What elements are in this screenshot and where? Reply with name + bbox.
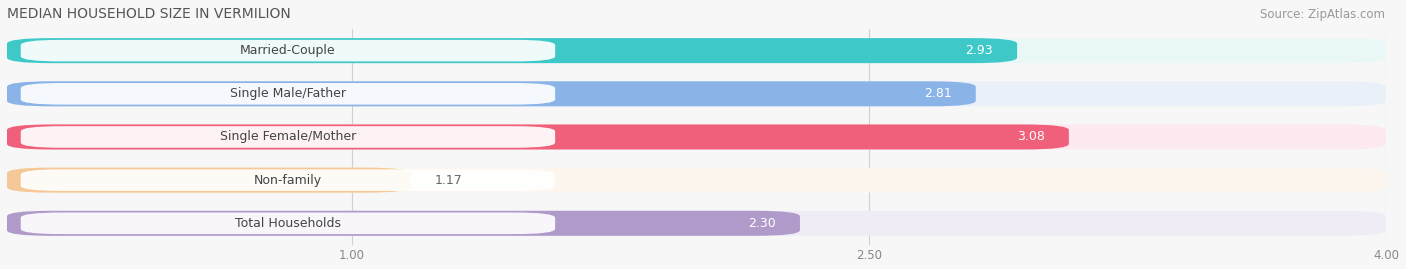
- Text: Total Households: Total Households: [235, 217, 340, 230]
- FancyBboxPatch shape: [21, 213, 555, 234]
- Text: Source: ZipAtlas.com: Source: ZipAtlas.com: [1260, 8, 1385, 21]
- Text: Non-family: Non-family: [254, 174, 322, 187]
- Text: Single Male/Father: Single Male/Father: [231, 87, 346, 100]
- FancyBboxPatch shape: [7, 125, 1069, 150]
- Text: MEDIAN HOUSEHOLD SIZE IN VERMILION: MEDIAN HOUSEHOLD SIZE IN VERMILION: [7, 7, 291, 21]
- Text: 2.30: 2.30: [748, 217, 776, 230]
- FancyBboxPatch shape: [7, 38, 1017, 63]
- Text: 1.17: 1.17: [434, 174, 463, 187]
- Text: 2.93: 2.93: [966, 44, 993, 57]
- FancyBboxPatch shape: [21, 83, 555, 105]
- FancyBboxPatch shape: [7, 81, 976, 106]
- FancyBboxPatch shape: [7, 38, 1386, 63]
- FancyBboxPatch shape: [7, 125, 1386, 150]
- FancyBboxPatch shape: [7, 211, 800, 236]
- Text: 3.08: 3.08: [1017, 130, 1045, 143]
- FancyBboxPatch shape: [7, 211, 1386, 236]
- FancyBboxPatch shape: [7, 168, 411, 193]
- FancyBboxPatch shape: [7, 81, 1386, 106]
- FancyBboxPatch shape: [21, 169, 555, 191]
- Text: Married-Couple: Married-Couple: [240, 44, 336, 57]
- Text: Single Female/Mother: Single Female/Mother: [219, 130, 356, 143]
- FancyBboxPatch shape: [21, 126, 555, 148]
- FancyBboxPatch shape: [7, 168, 1386, 193]
- Text: 2.81: 2.81: [924, 87, 952, 100]
- FancyBboxPatch shape: [21, 40, 555, 61]
